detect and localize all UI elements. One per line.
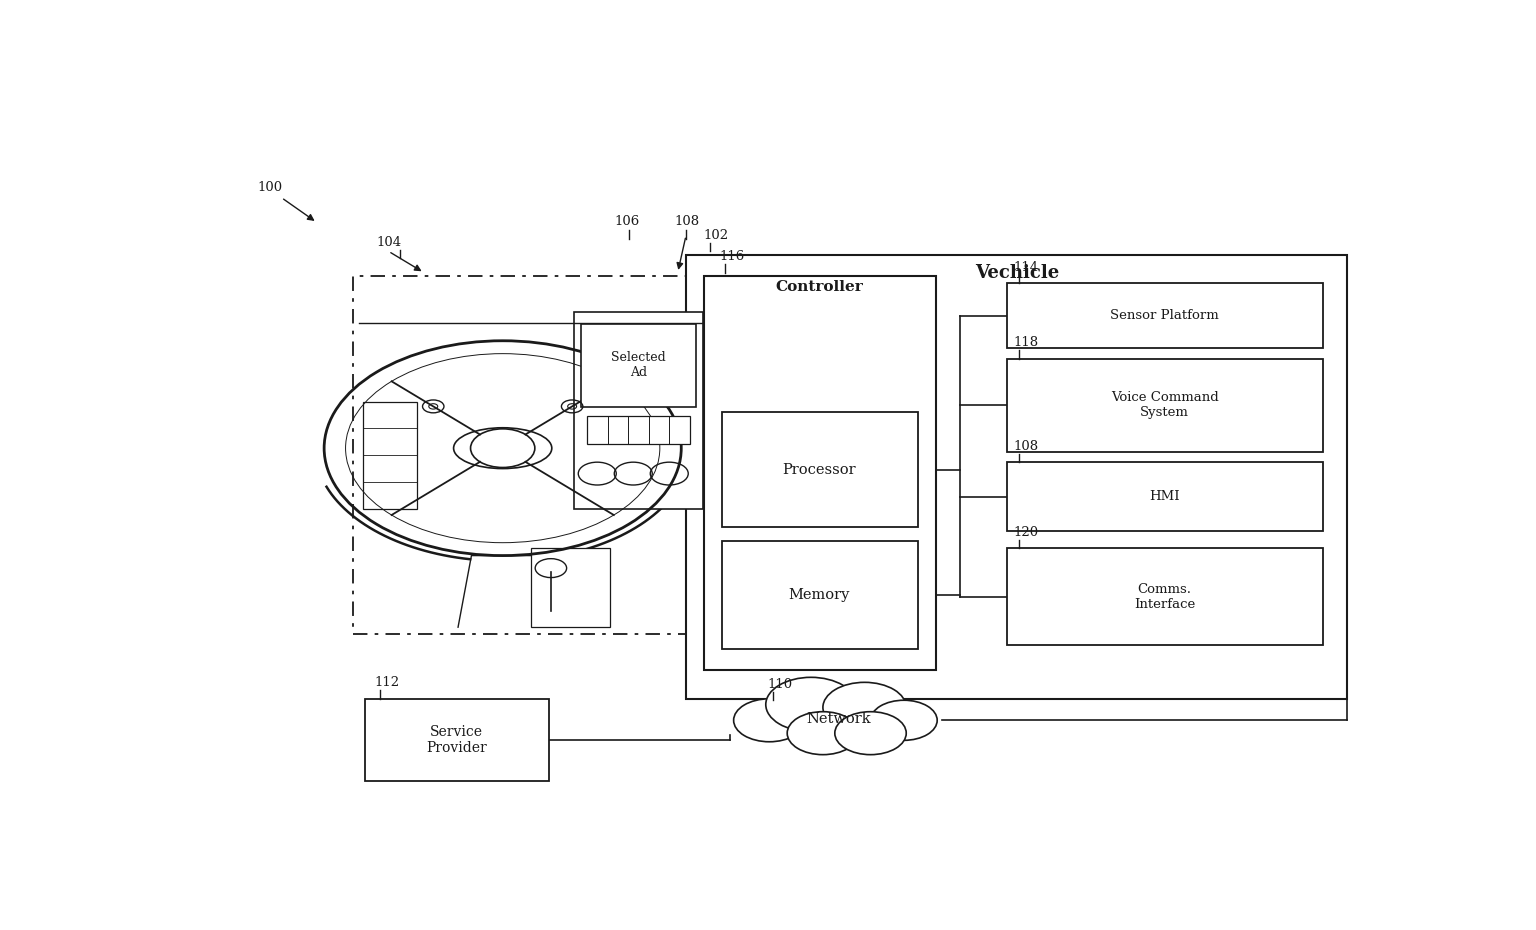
Text: Selected
Ad: Selected Ad (611, 352, 665, 379)
Bar (531, 549, 610, 627)
Circle shape (734, 698, 805, 742)
Bar (364, 698, 550, 781)
Bar (703, 276, 935, 671)
Text: 106: 106 (614, 215, 641, 228)
Circle shape (836, 711, 906, 754)
Text: Processor: Processor (782, 462, 856, 477)
Bar (587, 417, 690, 444)
Text: 104: 104 (376, 236, 401, 249)
Text: 102: 102 (703, 229, 730, 242)
Text: 118: 118 (1014, 337, 1038, 350)
Text: Controller: Controller (776, 280, 863, 294)
Text: Vechicle: Vechicle (975, 264, 1060, 282)
Text: 116: 116 (719, 250, 745, 263)
Bar (1008, 462, 1322, 530)
Text: 112: 112 (375, 676, 399, 689)
Bar (581, 324, 696, 406)
Text: HMI: HMI (1149, 490, 1180, 503)
Circle shape (766, 677, 856, 732)
Bar (1008, 549, 1322, 645)
Text: Service
Provider: Service Provider (425, 725, 487, 755)
Bar (722, 412, 919, 527)
Text: Memory: Memory (788, 588, 849, 602)
Text: Sensor Platform: Sensor Platform (1111, 309, 1220, 322)
Bar (1008, 359, 1322, 452)
Text: Voice Command
System: Voice Command System (1111, 392, 1218, 419)
Circle shape (823, 683, 906, 733)
Text: Comms.
Interface: Comms. Interface (1134, 583, 1195, 611)
Text: 120: 120 (1014, 526, 1038, 539)
Text: Network: Network (806, 711, 871, 725)
Bar (722, 541, 919, 649)
Bar (1008, 284, 1322, 348)
Bar (687, 255, 1347, 698)
Bar (359, 280, 703, 631)
Text: 100: 100 (258, 181, 283, 194)
Text: 110: 110 (766, 678, 793, 691)
Text: 114: 114 (1014, 261, 1038, 274)
Bar (353, 276, 710, 634)
Bar (574, 312, 702, 509)
Bar (364, 402, 416, 509)
Text: 108: 108 (1014, 440, 1038, 453)
Circle shape (871, 700, 937, 740)
Text: 108: 108 (674, 215, 699, 228)
Circle shape (786, 711, 859, 754)
